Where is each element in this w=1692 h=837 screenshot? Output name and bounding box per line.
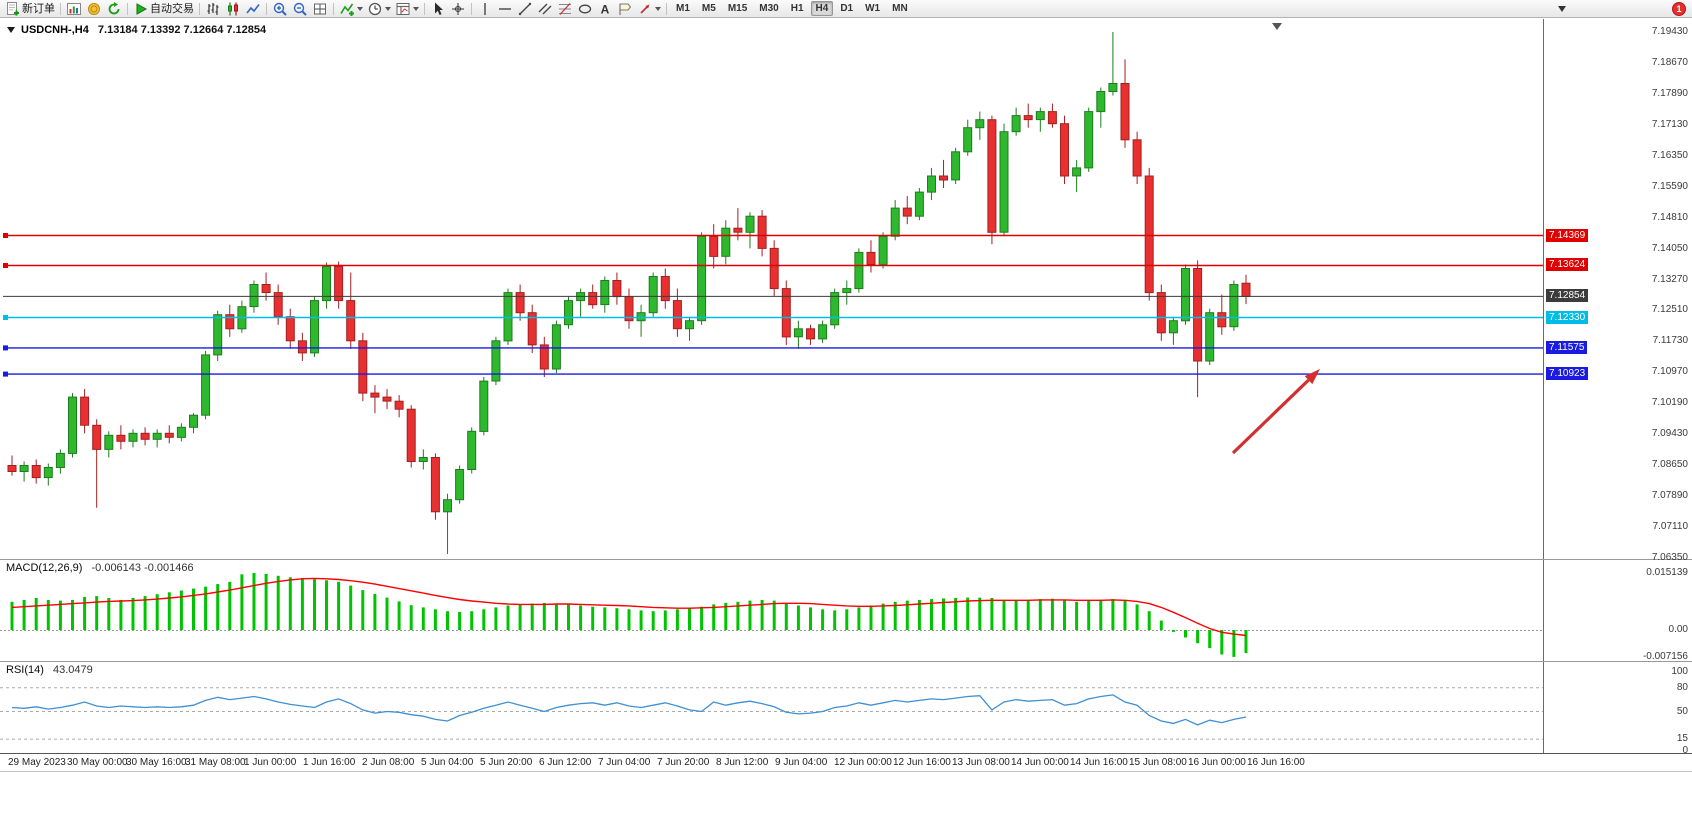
cursor-icon [435, 2, 443, 15]
timeframe-button-m30[interactable]: M30 [759, 3, 779, 14]
toolbar-separator [127, 2, 128, 15]
timeframe-button-m1[interactable]: M1 [676, 3, 690, 14]
toolbar-separator [666, 2, 667, 15]
vertical-line-button[interactable] [475, 1, 495, 17]
indicators-button[interactable] [337, 1, 365, 17]
vertical-line-icon [484, 2, 486, 15]
trend-arrow-annotation[interactable] [1231, 369, 1320, 455]
macd-histogram-series [10, 573, 1248, 657]
chart-shift-marker[interactable] [1272, 23, 1282, 30]
templates-icon [396, 2, 410, 15]
macd-signal-line [11, 577, 1247, 637]
crosshair-icon [452, 2, 464, 15]
zoom-in-button[interactable] [270, 1, 290, 17]
charts-button[interactable] [64, 1, 84, 17]
auto-trading-button[interactable]: 自动交易 [131, 1, 196, 17]
chevron-down-icon [357, 6, 363, 11]
chevron-down-icon [385, 6, 391, 11]
shapes-icon [578, 4, 592, 13]
toolbar-separator [333, 2, 334, 15]
chevron-down-icon [413, 6, 419, 11]
macd-area[interactable] [0, 560, 1543, 661]
refresh-icon [108, 1, 120, 14]
zoom-in-icon [273, 2, 287, 16]
fibonacci-icon [559, 2, 571, 15]
toolbar-separator [424, 2, 425, 15]
candlestick-chart-button[interactable] [223, 1, 243, 17]
templates-button[interactable] [393, 1, 421, 17]
quotes-icon [88, 2, 100, 15]
notification-badge[interactable]: 1 [1672, 2, 1686, 16]
channel-icon [538, 3, 552, 14]
tile-windows-icon [314, 3, 326, 14]
toolbar-overflow-icon[interactable] [1558, 6, 1566, 12]
timeframe-button-m5[interactable]: M5 [701, 3, 716, 14]
rsi-area[interactable] [0, 662, 1543, 753]
label-icon [619, 3, 632, 15]
timeframe-button-h4[interactable]: H4 [810, 1, 834, 16]
bar-chart-button[interactable] [203, 1, 223, 17]
candles-series [7, 32, 1251, 554]
quotes-button[interactable] [84, 1, 104, 17]
new-order-label: 新订单 [22, 2, 55, 15]
chevron-down-icon [655, 6, 661, 11]
cursor-button[interactable] [428, 1, 448, 17]
line-chart-button[interactable] [243, 1, 263, 17]
price-scale[interactable] [1543, 19, 1692, 753]
trendline-icon [518, 2, 532, 15]
timeframe-button-w1[interactable]: W1 [865, 3, 881, 14]
toolbar-separator [471, 2, 472, 15]
crosshair-button[interactable] [448, 1, 468, 17]
auto-trading-icon [136, 2, 148, 15]
text-button[interactable]: A [595, 1, 615, 17]
toolbar: 新订单 自动交易 A M1 M5 M15 M30 H1 H4 D1 W1 MN 1 [0, 0, 1692, 18]
timeframe-button-m15[interactable]: M15 [727, 3, 748, 14]
arrows-icon [640, 4, 650, 14]
indicators-icon [340, 3, 354, 16]
refresh-button[interactable] [104, 1, 124, 17]
candlestick-chart-icon [228, 2, 238, 15]
zoom-out-button[interactable] [290, 1, 310, 17]
tile-windows-button[interactable] [310, 1, 330, 17]
fibonacci-button[interactable] [555, 1, 575, 17]
toolbar-items: 新订单 自动交易 A M1 M5 M15 M30 H1 H4 D1 W1 MN [3, 0, 914, 18]
toolbar-separator [266, 2, 267, 15]
toolbar-separator [60, 2, 61, 15]
zoom-out-icon [293, 2, 307, 16]
new-order-button[interactable]: 新订单 [3, 1, 57, 17]
line-chart-icon [246, 3, 260, 13]
timeframe-button-h1[interactable]: H1 [790, 3, 804, 14]
svg-text:A: A [601, 2, 610, 16]
text-icon: A [601, 2, 610, 16]
timeframe-button-mn[interactable]: MN [892, 3, 908, 14]
new-order-icon [7, 1, 19, 15]
time-scale[interactable] [0, 754, 1543, 772]
auto-trading-label: 自动交易 [150, 2, 194, 15]
one-click-trading-toggle[interactable] [7, 27, 15, 33]
horizontal-line-button[interactable] [495, 1, 515, 17]
periods-button[interactable] [365, 1, 393, 17]
trendline-button[interactable] [515, 1, 535, 17]
horizontal-line-icon [499, 7, 511, 10]
bar-chart-icon [207, 2, 219, 15]
channel-button[interactable] [535, 1, 555, 17]
periods-icon [368, 2, 382, 15]
timeframe-button-d1[interactable]: D1 [840, 3, 854, 14]
shapes-button[interactable] [575, 1, 595, 17]
arrows-button[interactable] [635, 1, 663, 17]
charts-icon [67, 2, 81, 15]
label-button[interactable] [615, 1, 635, 17]
toolbar-separator [199, 2, 200, 15]
rsi-line [11, 694, 1247, 726]
